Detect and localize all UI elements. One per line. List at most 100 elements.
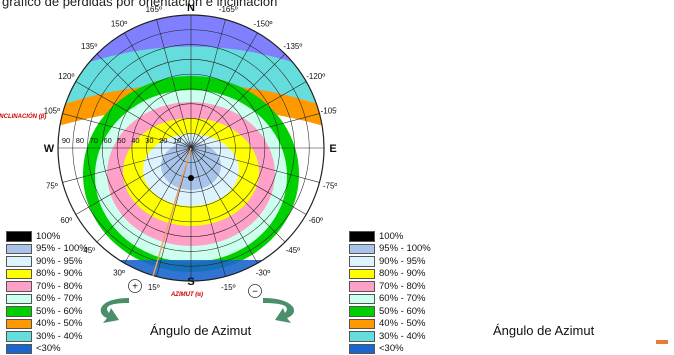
optimal-point	[188, 175, 194, 181]
legend-left: 100%95% - 100% 90% - 95%80% - 90% 70% - 80…	[6, 230, 88, 355]
corner-mark	[656, 340, 668, 344]
legend-item: 50% - 60%	[349, 305, 431, 318]
azimut-axis-caption: AZIMUT (α)	[170, 292, 203, 298]
legend-swatch	[349, 281, 375, 292]
legend-label: 100%	[379, 231, 403, 242]
legend-label: 60% - 70%	[379, 293, 425, 304]
outer-angle-label: -30º	[256, 269, 271, 278]
legend-swatch	[349, 344, 375, 355]
legend-label: 95% - 100%	[36, 243, 88, 254]
legend-swatch	[349, 319, 375, 330]
tilt-tick-label: 40	[131, 136, 139, 145]
legend-label: 30% - 40%	[379, 331, 425, 342]
legend-swatch	[6, 256, 32, 267]
legend-label: 70% - 80%	[36, 281, 82, 292]
outer-angle-label: 75º	[46, 181, 58, 190]
outer-angle-label: -165º	[219, 5, 238, 14]
compass-south: S	[187, 276, 194, 288]
compass-north: N	[187, 2, 195, 14]
legend-item: 60% - 70%	[6, 293, 88, 306]
outer-angle-label: -75º	[323, 181, 337, 190]
legend-swatch	[6, 281, 32, 292]
legend-right: 100%95% - 100% 90% - 95%80% - 90%70% - 80…	[349, 230, 431, 355]
outer-angle-label: -15º	[221, 283, 236, 292]
compass-west: W	[44, 143, 55, 155]
legend-item: 100%	[349, 230, 431, 243]
azimut-axis-label-left: Ángulo de Azimut	[150, 323, 251, 338]
legend-item: 30% - 40%	[349, 330, 431, 343]
tilt-tick-label: 20	[159, 136, 167, 145]
legend-item: 60% - 70%	[349, 293, 431, 306]
legend-swatch	[6, 231, 32, 242]
legend-item: 100%	[6, 230, 88, 243]
legend-swatch	[6, 331, 32, 342]
outer-angle-label: -45º	[286, 246, 301, 255]
legend-label: 70% - 80%	[379, 281, 425, 292]
outer-angle-label: -120º	[306, 72, 325, 81]
legend-label: 50% - 60%	[379, 306, 425, 317]
legend-item: 50% - 60%	[6, 305, 88, 318]
legend-swatch	[349, 294, 375, 305]
legend-swatch	[6, 344, 32, 355]
tilt-tick-label: 70	[90, 136, 98, 145]
legend-label: <30%	[36, 343, 61, 354]
tilt-tick-label: 90	[62, 136, 70, 145]
legend-label: 90% - 95%	[379, 256, 425, 267]
legend-item: <30%	[349, 343, 431, 355]
tilt-tick-label: 30	[145, 136, 153, 145]
rotate-left-arrow	[101, 298, 129, 323]
legend-swatch	[6, 269, 32, 280]
tilt-tick-label: 50	[117, 136, 125, 145]
outer-angle-label: -135º	[283, 42, 302, 51]
rotate-right-arrow	[263, 298, 294, 323]
legend-item: 90% - 95%	[6, 255, 88, 268]
legend-item: 70% - 80%	[349, 280, 431, 293]
azimut-axis-label-right: Ángulo de Azimut	[493, 323, 594, 338]
tilt-tick-label: 60	[103, 136, 111, 145]
legend-label: 100%	[36, 231, 60, 242]
compass-east: E	[329, 143, 336, 155]
legend-item: 40% - 50%	[349, 318, 431, 331]
legend-item: 40% - 50%	[6, 318, 88, 331]
legend-swatch	[6, 319, 32, 330]
legend-label: 40% - 50%	[379, 318, 425, 329]
legend-item: 80% - 90%	[349, 268, 431, 281]
legend-swatch	[349, 244, 375, 255]
outer-angle-label: 165º	[146, 5, 162, 14]
legend-label: <30%	[379, 343, 404, 354]
outer-angle-label: 30º	[113, 269, 125, 278]
legend-swatch	[349, 269, 375, 280]
legend-swatch	[6, 244, 32, 255]
legend-item: 30% - 40%	[6, 330, 88, 343]
legend-label: 30% - 40%	[36, 331, 82, 342]
legend-label: 50% - 60%	[36, 306, 82, 317]
outer-angle-label: -150º	[254, 19, 273, 28]
outer-angle-label: 120º	[58, 72, 74, 81]
outer-angle-label: -105º	[321, 107, 337, 116]
legend-label: 90% - 95%	[36, 256, 82, 267]
legend-label: 95% - 100%	[379, 243, 431, 254]
legend-swatch	[349, 306, 375, 317]
legend-item: 95% - 100%	[6, 243, 88, 256]
outer-angle-label: 60º	[60, 216, 72, 225]
legend-label: 40% - 50%	[36, 318, 82, 329]
minus-sign: −	[252, 287, 258, 298]
tilt-tick-label: 10	[173, 136, 181, 145]
legend-item: 90% - 95%	[349, 255, 431, 268]
outer-angle-label: 135º	[81, 42, 97, 51]
tilt-tick-label: 80	[76, 136, 84, 145]
plus-sign: +	[132, 282, 138, 293]
sun-loss-diagram-right: NSEW165º150º135º120º105º-165º-150º-135º-…	[343, 0, 674, 348]
legend-swatch	[349, 256, 375, 267]
legend-label: 60% - 70%	[36, 293, 82, 304]
outer-angle-label: 15º	[148, 283, 160, 292]
legend-swatch	[349, 231, 375, 242]
legend-swatch	[6, 294, 32, 305]
legend-swatch	[6, 306, 32, 317]
inclination-axis-label: INCLINACIÓN (β)	[0, 113, 46, 120]
legend-swatch	[349, 331, 375, 342]
legend-item: 70% - 80%	[6, 280, 88, 293]
legend-item: 95% - 100%	[349, 243, 431, 256]
legend-label: 80% - 90%	[36, 268, 82, 279]
